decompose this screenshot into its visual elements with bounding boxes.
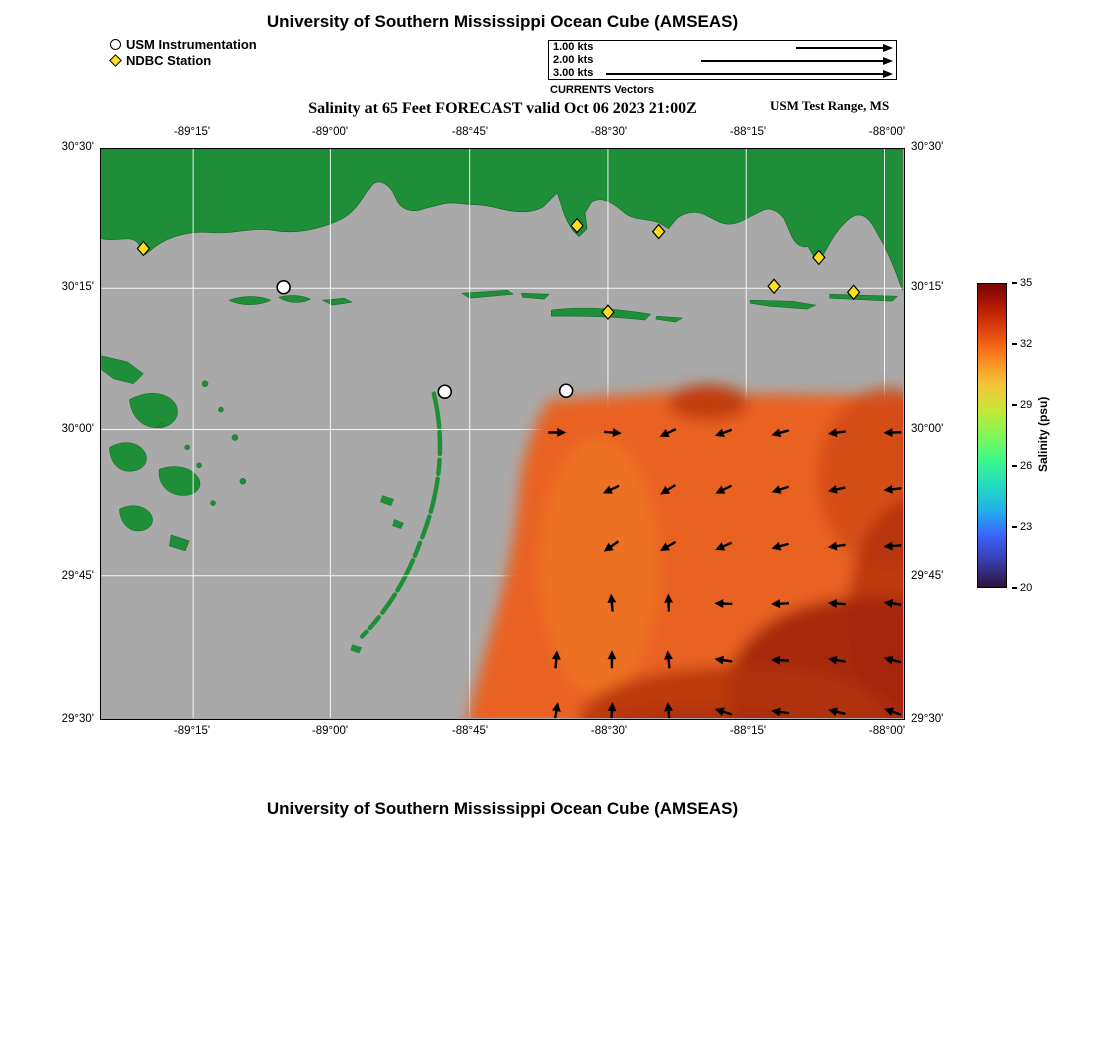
axis-tick-label: 30°15' — [61, 281, 94, 293]
legend-item-usm: USM Instrumentation — [110, 36, 257, 52]
currents-legend-box: 1.00 kts 2.00 kts 3.00 kts — [548, 40, 897, 80]
axis-tick-label: 30°15' — [911, 281, 944, 293]
axis-tick-label: -88°15' — [729, 725, 767, 737]
axis-tick-label: -88°15' — [729, 126, 767, 138]
map-plot — [100, 148, 905, 720]
page-title-bottom: University of Southern Mississippi Ocean… — [266, 799, 739, 818]
page-title: University of Southern Mississippi Ocean… — [266, 12, 739, 31]
colorbar-tick-label: 29 — [1012, 399, 1032, 411]
x-axis-top: -89°15' -89°00' -88°45' -88°30' -88°15' … — [100, 126, 905, 140]
axis-tick-label: -89°00' — [311, 725, 349, 737]
axis-tick-label: 29°30' — [61, 713, 94, 725]
y-axis-left: 30°30' 30°15' 30°00' 29°45' 29°30' — [24, 141, 94, 725]
axis-tick-label: 29°45' — [61, 570, 94, 582]
vector-shaft — [701, 60, 883, 62]
legend-item-label: USM Instrumentation — [126, 36, 257, 52]
axis-tick-label: 29°45' — [911, 570, 944, 582]
vector-shaft — [606, 73, 883, 75]
axis-tick-label: -88°00' — [868, 725, 906, 737]
vector-speed-label: 1.00 kts — [553, 41, 594, 53]
barrier-islands — [228, 290, 898, 323]
current-vector-row: 1.00 kts — [549, 41, 896, 54]
ndbc-diamond-icon — [109, 53, 122, 67]
colorbar-tick-label: 32 — [1012, 338, 1032, 350]
currents-legend-title: CURRENTS Vectors — [550, 84, 654, 96]
salinity-field — [467, 384, 903, 718]
axis-tick-label: 30°00' — [911, 423, 944, 435]
axis-tick-label: -88°45' — [451, 725, 489, 737]
legend-item-ndbc: NDBC Station — [109, 52, 257, 68]
range-label: USM Test Range, MS — [770, 98, 890, 113]
vector-shaft — [796, 47, 883, 49]
ndbc-stations — [136, 217, 861, 321]
y-axis-right: 30°30' 30°15' 30°00' 29°45' 29°30' — [911, 141, 981, 725]
mainland — [101, 149, 903, 291]
axis-tick-label: 30°30' — [61, 141, 94, 153]
axis-tick-label: -88°00' — [868, 126, 906, 138]
axis-tick-label: 30°00' — [61, 423, 94, 435]
vector-arrowhead-icon — [883, 69, 893, 78]
axis-tick-label: -89°15' — [173, 725, 211, 737]
vector-arrowhead-icon — [883, 56, 893, 65]
colorbar-ticks: 35 32 29 26 23 20 — [1012, 277, 1052, 594]
marsh-islands — [101, 355, 247, 552]
vector-speed-label: 2.00 kts — [553, 54, 594, 66]
axis-tick-label: 29°30' — [911, 713, 944, 725]
chandeleur-islands — [350, 391, 443, 654]
axis-tick-label: -89°15' — [173, 126, 211, 138]
colorbar-tick-label: 23 — [1012, 521, 1032, 533]
colorbar-tick-label: 35 — [1012, 277, 1032, 289]
colorbar-tick-label: 20 — [1012, 582, 1032, 594]
marker-legend: USM Instrumentation NDBC Station — [109, 36, 257, 68]
current-vector-row: 2.00 kts — [549, 54, 896, 67]
colorbar — [977, 283, 1007, 588]
current-arrows — [548, 428, 902, 718]
usm-stations — [276, 280, 574, 399]
colorbar-axis-label: Salinity (psu) — [1036, 396, 1050, 473]
axis-tick-label: 30°30' — [911, 141, 944, 153]
usm-circle-icon — [110, 38, 121, 50]
map-svg — [101, 149, 903, 718]
axis-tick-label: -88°45' — [451, 126, 489, 138]
current-vector-row: 3.00 kts — [549, 67, 896, 80]
x-axis-bottom: -89°15' -89°00' -88°45' -88°30' -88°15' … — [100, 725, 905, 739]
vector-arrowhead-icon — [883, 43, 893, 52]
colorbar-gradient — [978, 284, 1006, 587]
legend-item-label: NDBC Station — [126, 52, 212, 68]
axis-tick-label: -88°30' — [590, 725, 628, 737]
axis-tick-label: -89°00' — [311, 126, 349, 138]
colorbar-tick-label: 26 — [1012, 460, 1032, 472]
vector-speed-label: 3.00 kts — [553, 67, 594, 79]
plot-subtitle: Salinity at 65 Feet FORECAST valid Oct 0… — [308, 100, 697, 117]
axis-tick-label: -88°30' — [590, 126, 628, 138]
